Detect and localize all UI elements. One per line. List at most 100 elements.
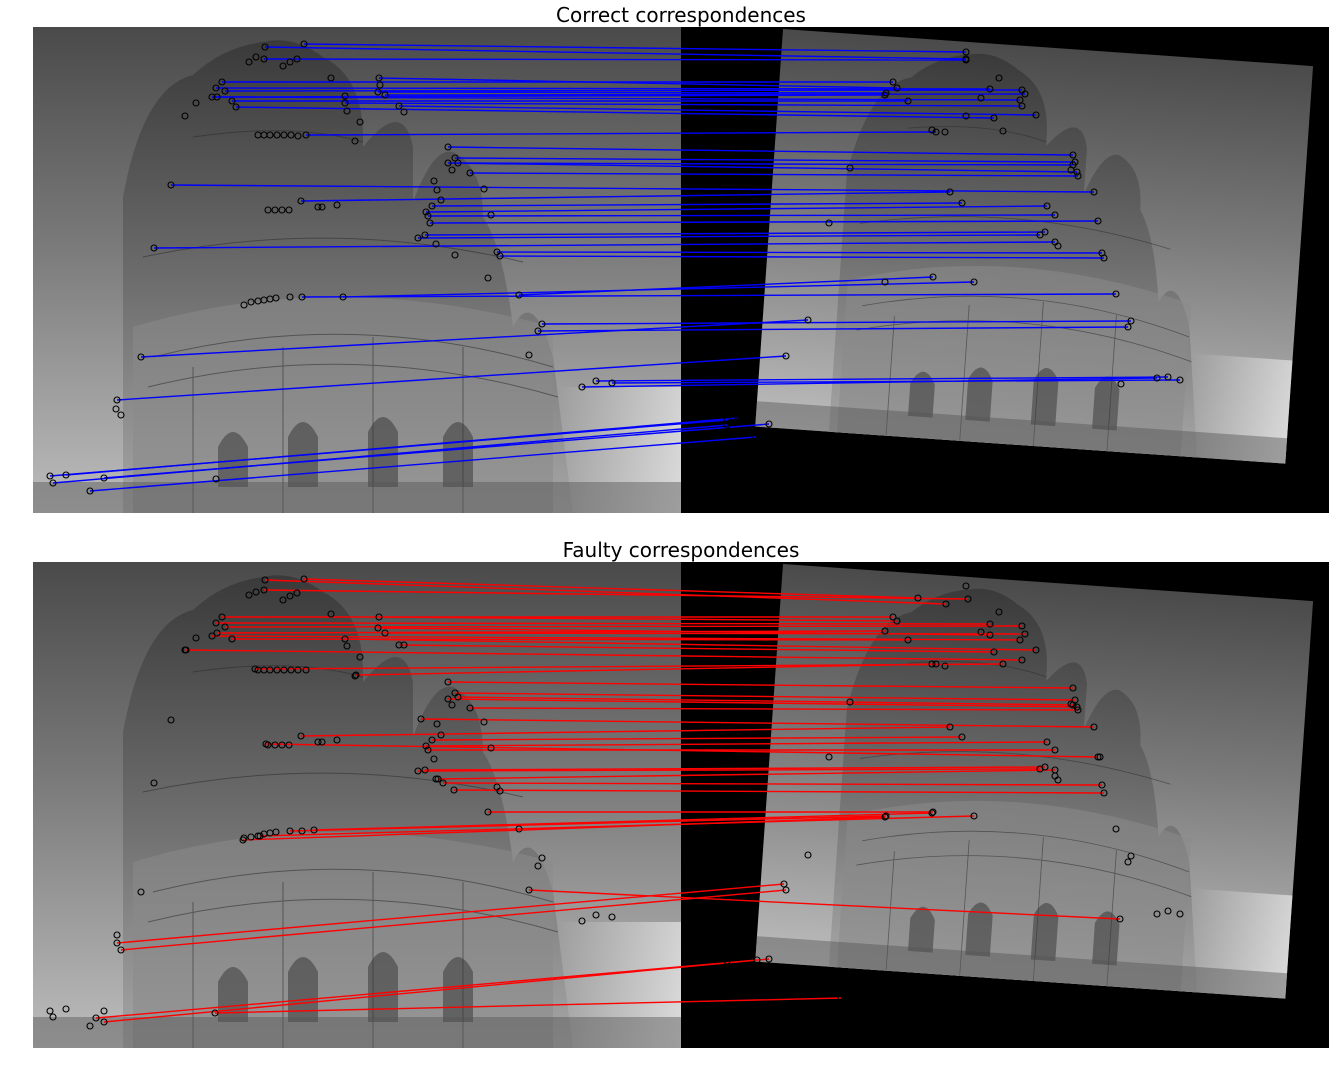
keypoint — [1127, 317, 1135, 325]
match-line — [424, 766, 1046, 771]
keypoint — [46, 472, 54, 480]
keypoint — [904, 636, 912, 644]
keypoint — [294, 666, 302, 674]
keypoint — [592, 377, 600, 385]
keypoint — [424, 212, 432, 220]
keypoint — [437, 731, 445, 739]
keypoint — [995, 74, 1003, 82]
keypoint — [932, 128, 940, 136]
keypoint — [286, 592, 294, 600]
keypoint — [433, 186, 441, 194]
keypoint — [245, 58, 253, 66]
keypoint — [300, 575, 308, 583]
keypoint — [310, 826, 318, 834]
keypoint — [1069, 151, 1077, 159]
keypoint — [1074, 172, 1082, 180]
keypoint — [932, 660, 940, 668]
keypoint — [260, 55, 268, 63]
match-line — [437, 769, 1056, 780]
keypoint — [278, 741, 286, 749]
keypoint — [341, 635, 349, 643]
keypoint — [881, 627, 889, 635]
keypoint — [341, 92, 349, 100]
keypoint — [525, 886, 533, 894]
keypoint — [1074, 706, 1082, 714]
keypoint — [351, 672, 359, 680]
match-line — [216, 630, 886, 634]
keypoint — [958, 733, 966, 741]
match-line — [263, 589, 969, 600]
keypoint — [211, 1009, 219, 1017]
match-line — [116, 883, 785, 944]
keypoint — [480, 185, 488, 193]
match-line — [447, 681, 1074, 689]
keypoint — [1116, 915, 1124, 923]
keypoint — [375, 613, 383, 621]
keypoint — [137, 353, 145, 361]
match-line — [313, 812, 933, 831]
keypoint — [444, 695, 452, 703]
keypoint — [421, 231, 429, 239]
keypoint — [287, 131, 295, 139]
keypoint — [515, 291, 523, 299]
keypoint — [213, 93, 221, 101]
match-line — [52, 424, 728, 484]
keypoint — [986, 85, 994, 93]
keypoint — [314, 203, 322, 211]
keypoint — [454, 159, 462, 167]
keypoint — [753, 956, 761, 964]
keypoint — [208, 93, 216, 101]
keypoint — [977, 94, 985, 102]
keypoint — [428, 202, 436, 210]
keypoint — [608, 379, 616, 387]
match-line — [303, 578, 919, 599]
keypoint — [287, 666, 295, 674]
keypoint — [1043, 738, 1051, 746]
keypoint — [428, 736, 436, 744]
keypoint — [723, 421, 731, 429]
match-line — [417, 768, 1041, 772]
keypoint — [515, 825, 523, 833]
keypoint — [592, 911, 600, 919]
keypoint — [928, 809, 936, 817]
match-line — [153, 241, 1056, 249]
keypoint — [181, 112, 189, 120]
match-line — [384, 93, 1026, 96]
keypoint — [112, 405, 120, 413]
match-line — [427, 214, 1056, 217]
keypoint — [49, 1013, 57, 1021]
keypoint — [1036, 231, 1044, 239]
keypoint — [261, 43, 269, 51]
keypoint — [496, 252, 504, 260]
keypoint — [266, 666, 274, 674]
keypoint — [272, 828, 280, 836]
keypoint — [356, 653, 364, 661]
match-line — [264, 579, 947, 605]
keypoint — [962, 48, 970, 56]
keypoint — [260, 586, 268, 594]
match-line — [595, 376, 1169, 382]
keypoint — [782, 352, 790, 360]
match-line — [431, 736, 963, 741]
keypoint — [273, 131, 281, 139]
match-line — [259, 815, 975, 837]
match-line — [89, 436, 757, 492]
keypoint — [327, 610, 335, 618]
keypoint — [434, 775, 442, 783]
keypoint — [356, 118, 364, 126]
match-line — [185, 649, 1023, 661]
keypoint — [578, 383, 586, 391]
keypoint — [466, 704, 474, 712]
keypoint — [137, 888, 145, 896]
match-line — [224, 625, 1023, 628]
keypoint — [1041, 228, 1049, 236]
keypoint — [904, 97, 912, 105]
keypoint — [278, 206, 286, 214]
faulty-panel-image — [32, 561, 1329, 1049]
keypoint — [780, 880, 788, 888]
keypoint — [280, 131, 288, 139]
match-line — [254, 663, 1004, 670]
keypoint — [333, 201, 341, 209]
keypoint — [1117, 380, 1125, 388]
keypoint — [271, 741, 279, 749]
